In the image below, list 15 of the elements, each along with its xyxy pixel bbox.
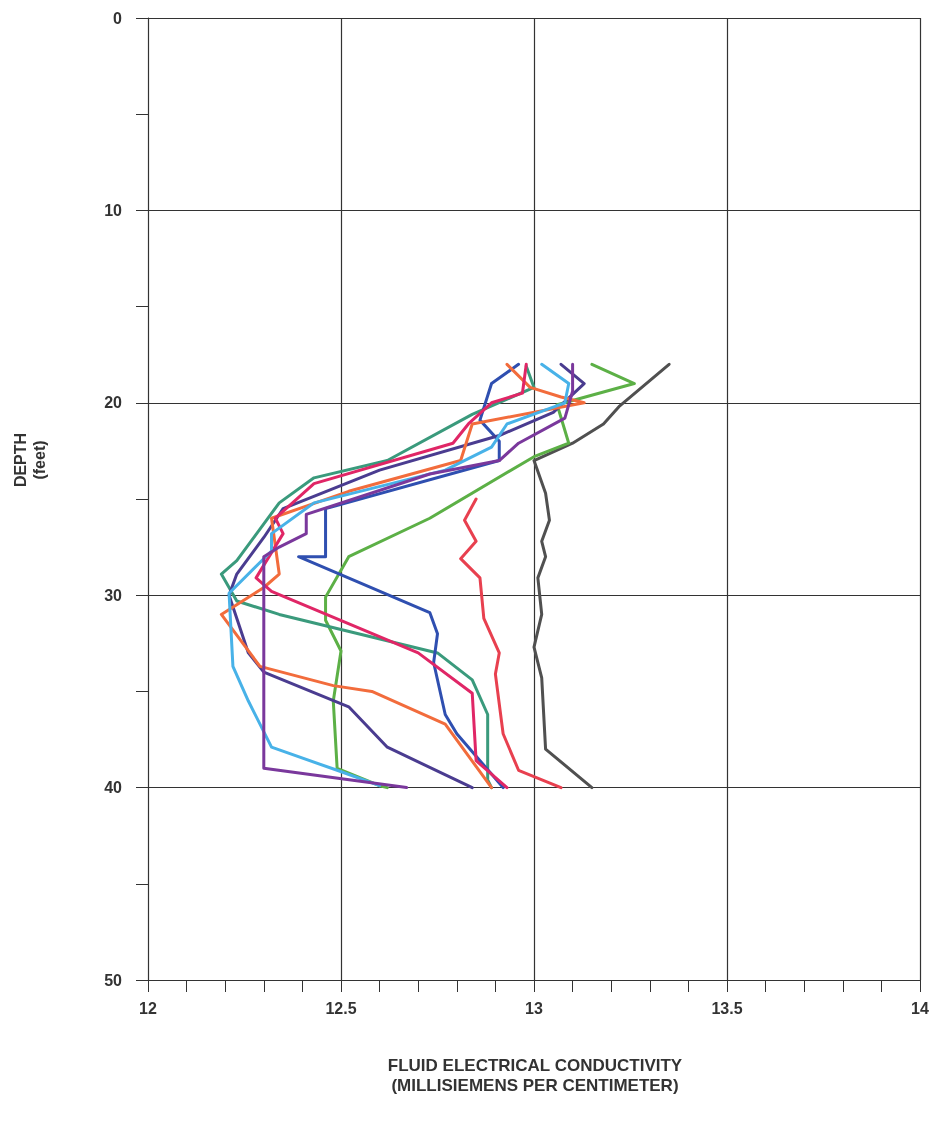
x-tick-label: 13.5	[711, 999, 743, 1017]
x-tick-label: 14	[911, 999, 929, 1017]
y-axis-title: DEPTH (feet)	[12, 432, 48, 488]
line-series	[459, 497, 563, 790]
x-tick-label: 12	[139, 999, 157, 1017]
y-tick-label: 30	[104, 586, 123, 604]
x-tick-label: 13	[525, 999, 543, 1017]
y-tick-label: 10	[104, 201, 123, 219]
x-tick-label: 12.5	[325, 999, 357, 1017]
y-tick-label: 40	[104, 779, 123, 797]
y-tick-label: 50	[104, 971, 123, 989]
y-tick-label: 0	[113, 9, 123, 27]
y-tick-label: 20	[104, 394, 123, 412]
x-axis-title: FLUID ELECTRICAL CONDUCTIVITY (MILLISIEMENS PER CENTIMETER)	[387, 1055, 683, 1095]
line-series	[532, 362, 671, 790]
